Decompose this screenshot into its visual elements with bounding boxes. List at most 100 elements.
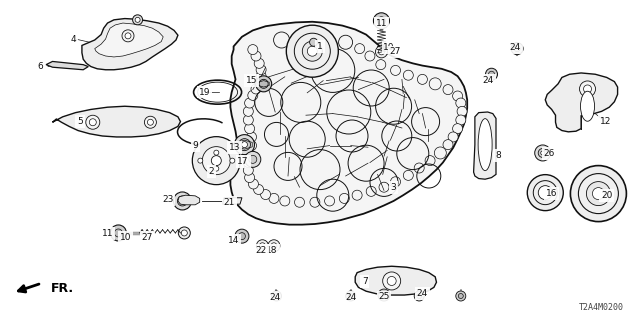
Circle shape: [448, 132, 458, 142]
Circle shape: [251, 51, 261, 61]
Text: 21: 21: [223, 198, 235, 207]
Circle shape: [274, 32, 290, 48]
Text: 9: 9: [193, 141, 198, 150]
Circle shape: [147, 119, 154, 125]
Circle shape: [390, 177, 401, 187]
Circle shape: [259, 79, 268, 88]
Circle shape: [533, 180, 557, 205]
Text: 25: 25: [378, 292, 390, 301]
Polygon shape: [82, 19, 178, 70]
Text: 24: 24: [417, 289, 428, 298]
Circle shape: [294, 197, 305, 207]
Text: 4: 4: [71, 35, 76, 44]
Text: 1: 1: [317, 42, 323, 51]
Text: 27: 27: [141, 233, 153, 242]
Circle shape: [580, 81, 595, 97]
Text: 23: 23: [162, 196, 173, 204]
Circle shape: [376, 60, 386, 70]
Circle shape: [177, 196, 188, 206]
Circle shape: [514, 46, 520, 52]
Circle shape: [243, 115, 253, 125]
Circle shape: [458, 293, 463, 299]
Circle shape: [486, 68, 497, 80]
Circle shape: [246, 132, 257, 142]
Circle shape: [586, 182, 611, 206]
Circle shape: [132, 15, 143, 25]
Circle shape: [230, 158, 235, 163]
Circle shape: [248, 179, 259, 189]
Circle shape: [310, 197, 320, 207]
Circle shape: [193, 137, 241, 185]
Text: 11: 11: [102, 229, 113, 238]
Text: 24: 24: [269, 293, 281, 302]
Circle shape: [452, 91, 463, 101]
Circle shape: [145, 116, 156, 128]
Circle shape: [339, 35, 353, 49]
Circle shape: [417, 293, 422, 299]
Circle shape: [202, 147, 230, 175]
Circle shape: [321, 34, 332, 44]
Circle shape: [239, 233, 245, 240]
Circle shape: [256, 71, 266, 81]
Circle shape: [579, 173, 618, 214]
Circle shape: [511, 43, 523, 55]
Polygon shape: [230, 22, 467, 225]
Circle shape: [274, 293, 279, 299]
Circle shape: [488, 71, 495, 77]
Circle shape: [180, 198, 185, 204]
Circle shape: [271, 243, 277, 249]
Circle shape: [125, 33, 131, 39]
Circle shape: [348, 293, 353, 299]
Circle shape: [417, 74, 428, 84]
Circle shape: [538, 148, 547, 157]
Circle shape: [234, 135, 255, 155]
Circle shape: [271, 291, 282, 301]
Text: 12: 12: [600, 117, 611, 126]
Text: 11: 11: [376, 19, 387, 28]
Text: 24: 24: [509, 43, 521, 52]
Circle shape: [249, 156, 257, 164]
Circle shape: [122, 30, 134, 42]
Circle shape: [355, 44, 365, 54]
Circle shape: [292, 34, 303, 44]
Text: 16: 16: [546, 189, 557, 198]
Circle shape: [456, 291, 466, 301]
Ellipse shape: [478, 119, 492, 171]
Circle shape: [339, 193, 349, 204]
Circle shape: [179, 227, 190, 239]
Circle shape: [584, 85, 591, 93]
Circle shape: [379, 182, 389, 192]
Circle shape: [256, 65, 266, 75]
Polygon shape: [95, 23, 163, 57]
Circle shape: [403, 170, 413, 180]
Circle shape: [352, 190, 362, 200]
Text: 14: 14: [228, 236, 239, 245]
Polygon shape: [52, 106, 180, 137]
Circle shape: [244, 98, 255, 108]
Circle shape: [366, 186, 376, 196]
Circle shape: [374, 13, 390, 29]
Circle shape: [254, 77, 264, 88]
Circle shape: [538, 186, 552, 200]
Circle shape: [570, 166, 627, 221]
Circle shape: [251, 84, 261, 94]
Circle shape: [414, 163, 424, 173]
Circle shape: [527, 175, 563, 211]
Circle shape: [243, 157, 253, 168]
Text: 5: 5: [77, 117, 83, 126]
Text: FR.: FR.: [51, 282, 74, 295]
Polygon shape: [474, 112, 496, 179]
Circle shape: [593, 188, 604, 200]
Circle shape: [248, 44, 258, 55]
Circle shape: [90, 119, 96, 126]
Text: 18: 18: [266, 246, 278, 255]
Text: 10: 10: [120, 233, 131, 242]
Circle shape: [387, 276, 396, 285]
Circle shape: [269, 193, 279, 204]
Circle shape: [452, 124, 463, 134]
Circle shape: [378, 289, 390, 301]
Circle shape: [86, 115, 100, 129]
Text: 10: 10: [383, 43, 395, 52]
Circle shape: [535, 145, 550, 161]
Circle shape: [181, 230, 188, 236]
